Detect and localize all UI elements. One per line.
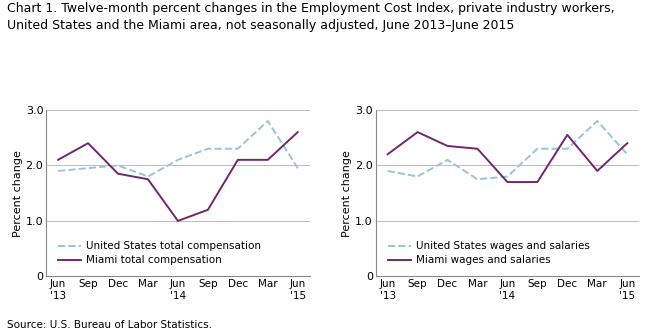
Y-axis label: Percent change: Percent change — [13, 150, 23, 236]
Text: Source: U.S. Bureau of Labor Statistics.: Source: U.S. Bureau of Labor Statistics. — [7, 320, 212, 330]
Text: Chart 1. Twelve-month percent changes in the Employment Cost Index, private indu: Chart 1. Twelve-month percent changes in… — [7, 2, 614, 32]
Legend: United States wages and salaries, Miami wages and salaries: United States wages and salaries, Miami … — [384, 237, 594, 269]
Y-axis label: Percent change: Percent change — [342, 150, 353, 236]
Legend: United States total compensation, Miami total compensation: United States total compensation, Miami … — [54, 237, 266, 269]
